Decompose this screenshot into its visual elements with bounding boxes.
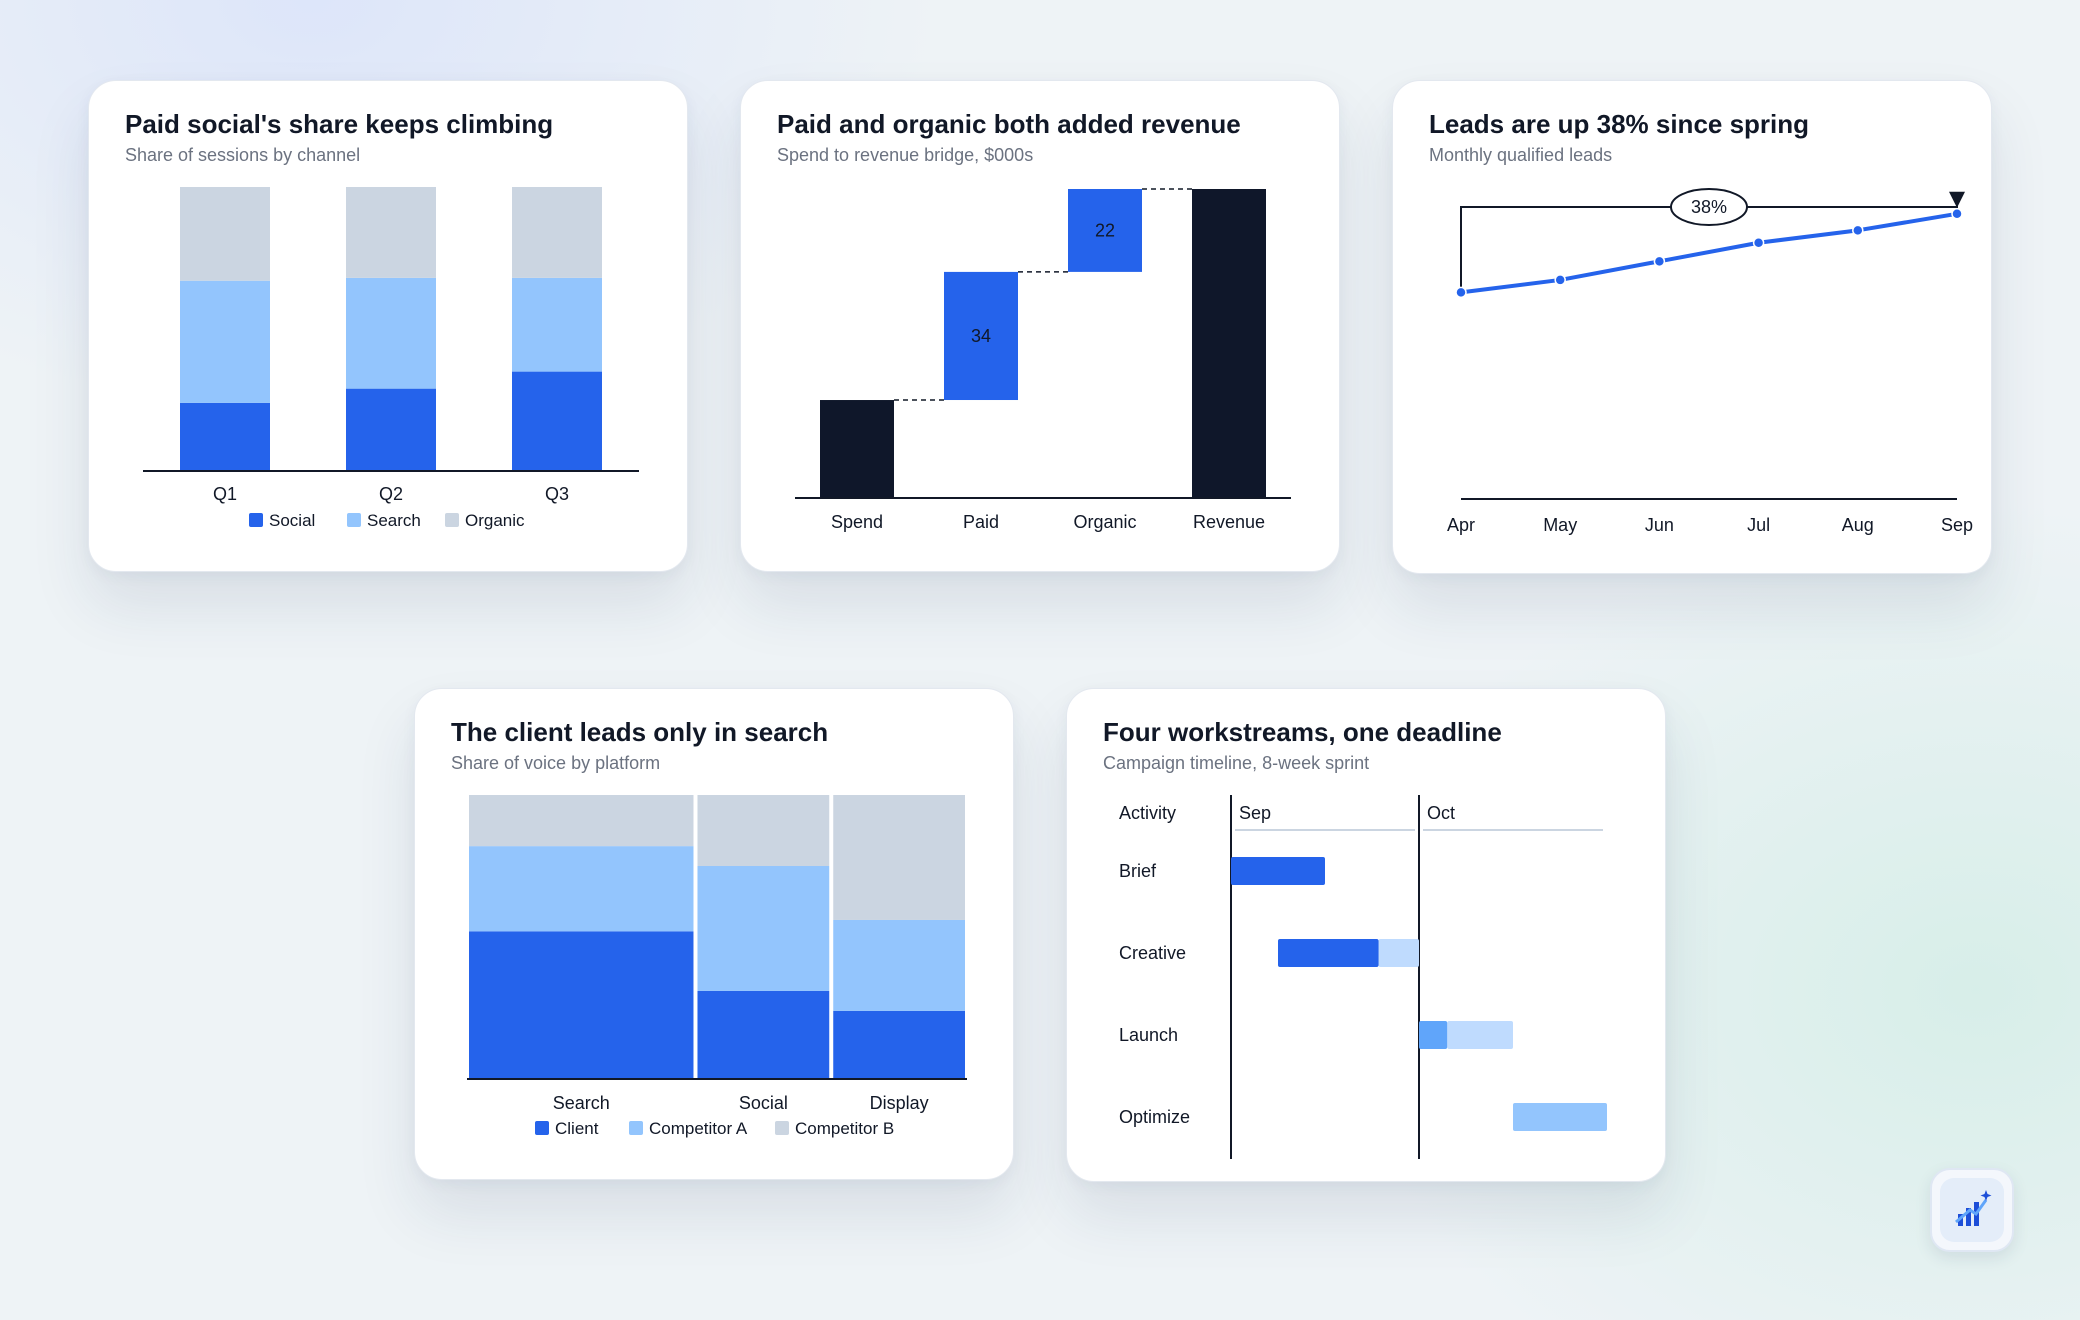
mekko-chart: Search Social Display Client Competitor A Com…	[467, 795, 967, 1138]
mekko-segment-competitor-b	[697, 795, 830, 866]
mekko-segment-competitor-a	[697, 866, 830, 991]
bar-segment-organic	[512, 187, 602, 278]
mekko-segment-client	[469, 931, 694, 1079]
task-bar-done	[1419, 1021, 1448, 1049]
app-logo-background	[1940, 1178, 2004, 1242]
legend-label: Client	[555, 1119, 599, 1138]
data-point	[1852, 224, 1864, 237]
task-bar-planned	[1513, 1103, 1607, 1131]
chart-subtitle: Share of sessions by channel	[125, 145, 361, 165]
bar-segment-social	[346, 388, 436, 471]
x-tick-label: Q1	[213, 484, 237, 504]
growth-label-bubble	[1670, 188, 1748, 226]
mekko-segment-client	[697, 990, 830, 1079]
month-label: Sep	[1239, 803, 1271, 823]
x-tick-label: Organic	[1073, 512, 1136, 532]
task-bar-remaining	[1378, 939, 1419, 967]
task-label: Brief	[1119, 861, 1157, 881]
legend-label: Organic	[465, 511, 525, 530]
bar-segment-social	[512, 371, 602, 471]
legend-swatch	[347, 513, 361, 527]
mekko-segment-client	[833, 1010, 965, 1079]
data-label: 34	[971, 326, 991, 346]
chart-subtitle: Share of voice by platform	[451, 753, 661, 773]
mekko-segment-competitor-b	[833, 795, 965, 920]
stacked-bar-chart: Q1 Q2 Q3 Social Search Organic	[143, 187, 639, 530]
legend-swatch	[775, 1121, 789, 1135]
chart-title: Four workstreams, one deadline	[1103, 717, 1502, 747]
x-tick-label: Spend	[831, 512, 883, 532]
task-label: Launch	[1119, 1025, 1178, 1045]
x-tick-label: Paid	[963, 512, 999, 532]
x-tick-label: Social	[739, 1093, 788, 1113]
x-tick-label: Search	[553, 1093, 610, 1113]
chart-title: Paid and organic both added revenue	[777, 109, 1241, 139]
legend-label: Competitor B	[795, 1119, 894, 1138]
chart-title: The client leads only in search	[451, 717, 829, 747]
legend-swatch	[629, 1121, 643, 1135]
waterfall-bar-organic	[1068, 189, 1142, 272]
legend-label: Competitor A	[649, 1119, 748, 1138]
data-point	[1752, 236, 1765, 249]
bar-segment-organic	[346, 187, 436, 278]
task-label: Optimize	[1119, 1107, 1190, 1127]
bar-segment-search	[180, 280, 270, 403]
legend-label: Search	[367, 511, 421, 530]
x-tick-label: Sep	[1941, 515, 1973, 535]
growth-arrowhead	[1949, 191, 1965, 208]
x-tick-label: Revenue	[1193, 512, 1265, 532]
bar-segment-organic	[180, 187, 270, 281]
x-tick-label: May	[1543, 515, 1577, 535]
x-tick-label: Aug	[1842, 515, 1874, 535]
mekko-segment-competitor-a	[469, 846, 694, 932]
mekko-segment-competitor-b	[469, 795, 694, 847]
data-point	[1951, 208, 1963, 220]
data-point	[1455, 286, 1467, 299]
chart-title: Paid social's share keeps climbing	[125, 109, 554, 139]
legend-swatch	[445, 513, 459, 527]
x-tick-label: Jul	[1747, 515, 1770, 535]
task-bar-done	[1231, 857, 1325, 885]
chart-title: Leads are up 38% since spring	[1429, 109, 1810, 139]
x-tick-label: Display	[870, 1093, 929, 1113]
line-chart: 38% Apr May Jun Jul Aug Sep	[1447, 188, 1973, 535]
x-tick-label: Q2	[379, 484, 403, 504]
month-label: Oct	[1427, 803, 1455, 823]
waterfall-bar-spend	[820, 400, 894, 498]
task-bar-done	[1278, 939, 1379, 967]
data-label: 22	[1095, 220, 1115, 240]
app-logo-badge[interactable]	[1930, 1168, 2014, 1252]
chart-card-channel-share: Paid social's share keeps climbing Share…	[88, 80, 688, 572]
chart-subtitle: Monthly qualified leads	[1429, 145, 1613, 165]
chart-sparkle-icon	[1955, 1190, 1992, 1226]
task-bar-remaining	[1447, 1021, 1513, 1049]
bar-segment-social	[180, 402, 270, 471]
chart-card-campaign-timeline: Four workstreams, one deadline Campaign …	[1066, 688, 1666, 1182]
waterfall-bar-revenue	[1192, 189, 1266, 498]
gantt-header-activity: Activity	[1119, 803, 1176, 823]
growth-label: 38%	[1691, 197, 1727, 217]
waterfall-chart: Spend 34 Paid 22 Organic Revenue	[795, 188, 1291, 532]
chart-card-share-of-voice: The client leads only in search Share of…	[414, 688, 1014, 1180]
chart-subtitle: Spend to revenue bridge, $000s	[777, 145, 1034, 165]
mekko-segment-competitor-a	[833, 919, 965, 1011]
x-tick-label: Apr	[1447, 515, 1475, 535]
chart-subtitle: Campaign timeline, 8-week sprint	[1103, 753, 1370, 773]
legend-swatch	[535, 1121, 549, 1135]
chart-card-revenue-bridge: Paid and organic both added revenue Spen…	[740, 80, 1340, 572]
data-point	[1653, 255, 1666, 268]
bar-segment-search	[512, 277, 602, 372]
waterfall-bar-paid	[944, 271, 1018, 401]
data-point	[1554, 274, 1566, 286]
bar-segment-search	[346, 277, 436, 389]
leads-series-line	[1460, 211, 1958, 295]
chart-card-leads: Leads are up 38% since spring Monthly qu…	[1392, 80, 1992, 574]
gantt-chart: Activity Sep Oct Brief Creative Launch Optimiz…	[1119, 795, 1607, 1159]
legend-label: Social	[269, 511, 315, 530]
x-tick-label: Q3	[545, 484, 569, 504]
legend-swatch	[249, 513, 263, 527]
x-tick-label: Jun	[1645, 515, 1674, 535]
task-label: Creative	[1119, 943, 1186, 963]
